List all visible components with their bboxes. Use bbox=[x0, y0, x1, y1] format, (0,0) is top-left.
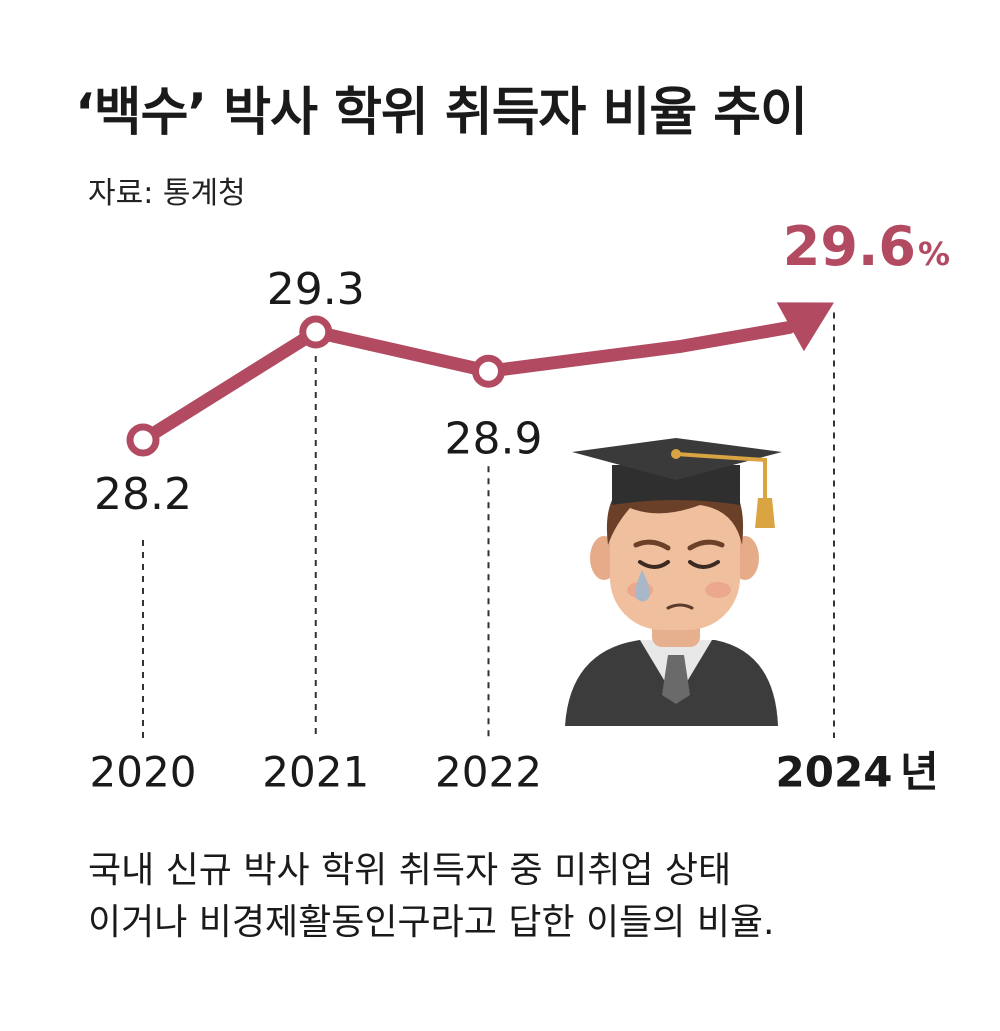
x-tick-label-2024: 2024 bbox=[776, 748, 893, 797]
data-point-2021 bbox=[299, 315, 333, 349]
caption-line-2: 이거나 비경제활동인구라고 답한 이들의 비율. bbox=[88, 902, 775, 943]
x-unit-label: 년 bbox=[900, 748, 939, 797]
x-tick-label-2021: 2021 bbox=[262, 748, 369, 797]
x-tick-label-2022: 2022 bbox=[435, 748, 542, 797]
value-label-2022: 28.9 bbox=[445, 413, 543, 464]
value-label-2024: 29.6 bbox=[783, 215, 916, 278]
data-point-2020 bbox=[126, 423, 160, 457]
chart-title: ‘백수’ 박사 학위 취득자 비율 추이 bbox=[75, 83, 808, 143]
source-note: 자료: 통계청 bbox=[88, 176, 246, 211]
caption-line-1: 국내 신규 박사 학위 취득자 중 미취업 상태 bbox=[88, 850, 732, 891]
highlight-unit: % bbox=[918, 235, 950, 273]
value-label-2020: 28.2 bbox=[94, 469, 192, 520]
chart-caption: 국내 신규 박사 학위 취득자 중 미취업 상태 이거나 비경제활동인구라고 답… bbox=[88, 845, 775, 949]
value-label-2021: 29.3 bbox=[267, 264, 365, 315]
crying-graduate-icon bbox=[565, 438, 782, 726]
series-arrowhead bbox=[776, 302, 834, 352]
x-tick-label-2020: 2020 bbox=[90, 748, 197, 797]
data-point-2022 bbox=[472, 354, 505, 388]
